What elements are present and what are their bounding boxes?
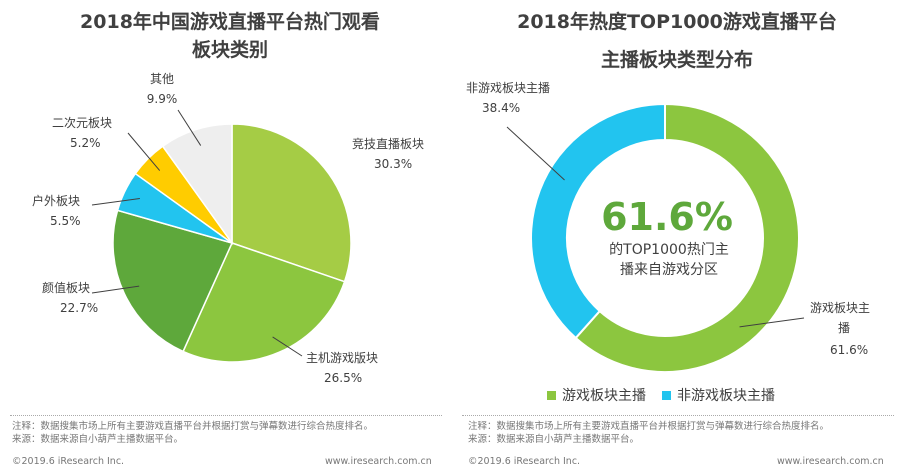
pie-value-label: 5.2% [70, 136, 101, 150]
pie-leader-line [91, 285, 140, 294]
right-url: www.iresearch.com.cn [777, 456, 884, 467]
donut-slice-1 [530, 102, 666, 340]
right-divider [462, 415, 894, 416]
left-title-line1: 2018年中国游戏直播平台热门观看 [80, 11, 380, 33]
pie-category-label: 其他 [150, 72, 174, 86]
pie-value-label: 9.9% [147, 92, 178, 106]
left-chart-title: 2018年中国游戏直播平台热门观看 板块类别 [20, 8, 440, 64]
right-copyright: ©2019.6 iResearch Inc. [468, 456, 581, 467]
left-panel: 2018年中国游戏直播平台热门观看 板块类别 竞技直播板块 30.3% 主机游戏版块… [10, 8, 442, 467]
left-footnote2: 来源：数据来源自小葫芦主播数据平台。 [12, 434, 184, 445]
donut-center-value: 61.6% [601, 195, 733, 239]
legend-label-nongame: 非游戏板块主播 [677, 388, 775, 404]
left-title-line2: 板块类别 [191, 39, 268, 61]
pie-value-label: 22.7% [60, 301, 98, 315]
pie-slice-0 [231, 123, 352, 283]
pie-value-label: 30.3% [374, 157, 412, 171]
pie-leader-line [127, 132, 161, 171]
pie-chart: 竞技直播板块 30.3% 主机游戏版块 26.5% 颜值板块 22.7% 户外板块 5.5% 二… [32, 72, 424, 385]
left-url: www.iresearch.com.cn [325, 456, 432, 467]
legend-swatch-game [547, 390, 556, 400]
donut-category-label: 游戏板块主 [810, 301, 870, 315]
donut-center-line2: 播来自游戏分区 [620, 262, 718, 278]
donut-value-label: 61.6% [830, 343, 868, 357]
legend-item-nongame: 非游戏板块主播 [662, 385, 775, 405]
donut-slice-0 [574, 102, 800, 373]
pie-category-label: 主机游戏版块 [306, 351, 378, 365]
pie-category-label: 竞技直播板块 [352, 137, 424, 151]
right-title-line1: 2018年热度TOP1000游戏直播平台 [517, 11, 837, 33]
legend-swatch-nongame [662, 390, 671, 400]
donut-legend: 游戏板块主播 非游戏板块主播 [547, 385, 775, 405]
pie-slice-2 [112, 209, 234, 353]
donut-center-line1: 的TOP1000热门主 [609, 242, 729, 258]
pie-slice-5 [161, 123, 233, 246]
donut-leader-line [506, 126, 565, 181]
right-chart-title: 2018年热度TOP1000游戏直播平台 主播板块类型分布 [467, 8, 887, 74]
pie-category-label: 户外板块 [32, 193, 80, 208]
left-copyright: ©2019.6 iResearch Inc. [12, 456, 125, 467]
pie-category-label: 二次元板块 [52, 116, 112, 130]
right-title-line2: 主播板块类型分布 [600, 49, 753, 71]
donut-leader-line [739, 317, 805, 328]
pie-value-label: 5.5% [50, 214, 81, 228]
left-divider [10, 415, 442, 416]
pie-value-label: 26.5% [324, 371, 362, 385]
donut-category-label: 非游戏板块主播 [466, 81, 550, 95]
right-panel: 2018年热度TOP1000游戏直播平台 主播板块类型分布 61.6% 的TOP1… [452, 0, 904, 472]
pie-leader-line [91, 197, 140, 206]
legend-item-game: 游戏板块主播 [547, 385, 646, 405]
legend-label-game: 游戏板块主播 [562, 388, 646, 404]
pie-category-label: 颜值板块 [42, 280, 90, 295]
left-footnote1: 注释：数据搜集市场上所有主要游戏直播平台并根据打赏与弹幕数进行综合热度排名。 [12, 421, 374, 432]
right-footnote1: 注释：数据搜集市场上所有主要游戏直播平台并根据打赏与弹幕数进行综合热度排名。 [468, 421, 830, 432]
donut-category-label: 播 [838, 321, 850, 335]
donut-value-label: 38.4% [482, 101, 520, 115]
right-footnote2: 来源：数据来源自小葫芦主播数据平台。 [468, 434, 640, 445]
pie-slice-1 [182, 242, 346, 363]
pie-leader-line [272, 336, 303, 357]
pie-leader-line [177, 109, 202, 146]
